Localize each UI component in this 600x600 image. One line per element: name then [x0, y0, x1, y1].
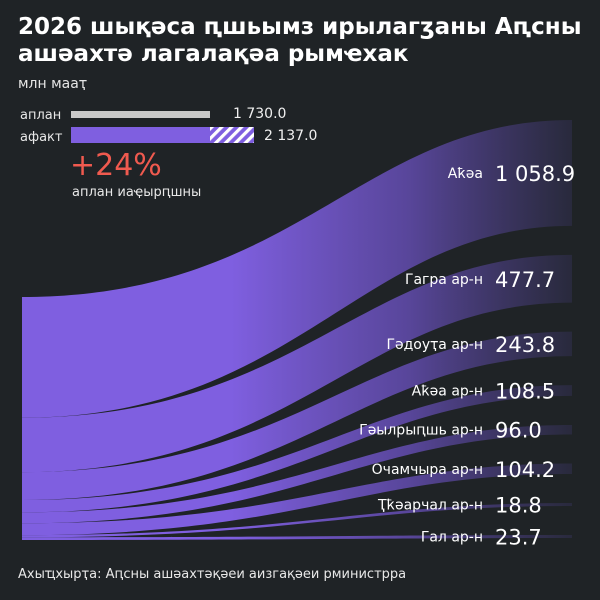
- value-label: 1 058.9: [495, 162, 575, 186]
- value-label: 477.7: [495, 268, 555, 292]
- source-note: Ахыҵхырҭа: Аԥсны ашәахтәқәеи аизгақәеи р…: [18, 567, 407, 582]
- sankey-flow: [22, 331, 572, 500]
- percent-change-label: аплан иаҿырԥшны: [72, 185, 202, 200]
- category-label: Гагра ар-н: [405, 272, 483, 288]
- percent-change: +24%: [70, 148, 162, 183]
- sankey-flow: [22, 463, 572, 536]
- category-label: Аҟәа ар-н: [412, 384, 483, 400]
- sankey-flow: [22, 424, 572, 524]
- legend-plan-value: 1 730.0: [233, 106, 287, 122]
- sankey-flow: [22, 502, 572, 538]
- chart-title: 2026 шықәса ԥшьымз ирылагӡаны Аԥсны ашәа…: [18, 14, 582, 67]
- category-label: Аҟәа: [448, 166, 483, 182]
- value-label: 23.7: [495, 526, 542, 550]
- category-label: Гәдоуҭа ар-н: [386, 337, 483, 353]
- category-label: Ҭҟәарчал ар-н: [377, 497, 483, 513]
- sankey-flow: [22, 535, 572, 540]
- category-label: Очамчыра ар-н: [372, 462, 483, 478]
- sankey-flow: [22, 385, 572, 513]
- value-label: 243.8: [495, 333, 555, 357]
- category-label: Гәылрыԥшь ар-н: [359, 423, 483, 439]
- legend-plan-label: аплан: [20, 108, 62, 123]
- legend-fact-bar: [71, 127, 254, 143]
- sankey-flow: [22, 120, 572, 418]
- value-label: 96.0: [495, 419, 542, 443]
- legend-fact-label: афакт: [20, 130, 63, 145]
- sankey-flow: [22, 254, 572, 473]
- value-label: 104.2: [495, 458, 555, 482]
- category-label: Гал ар-н: [421, 530, 483, 546]
- value-label: 108.5: [495, 380, 555, 404]
- unit-label: млн мааҭ: [18, 76, 87, 92]
- legend-fact-value: 2 137.0: [264, 128, 318, 144]
- legend-plan-bar: [71, 111, 210, 118]
- value-label: 18.8: [495, 493, 542, 517]
